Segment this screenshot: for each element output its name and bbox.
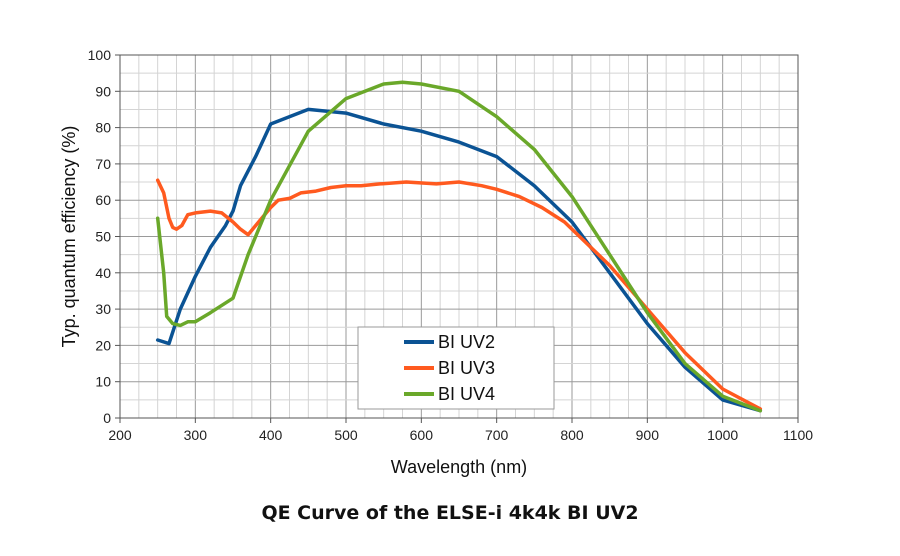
figure-caption: QE Curve of the ELSE-i 4k4k BI UV2 xyxy=(261,502,639,524)
legend-label-bi-uv3: BI UV3 xyxy=(438,358,495,378)
series-line-bi-uv4 xyxy=(155,80,763,413)
chart-ticks: 200 300 400 500 600 700 800 900 1000 1100 0 10 20 30 4… xyxy=(88,47,814,443)
legend-label-bi-uv4: BI UV4 xyxy=(438,384,495,404)
x-axis-title: Wavelength (nm) xyxy=(391,457,527,477)
x-tick-label: 1100 xyxy=(783,427,813,443)
y-tick-label: 90 xyxy=(95,83,111,99)
x-tick-label: 600 xyxy=(410,427,434,443)
legend-label-bi-uv2: BI UV2 xyxy=(438,332,495,352)
y-tick-label: 0 xyxy=(103,410,111,426)
y-tick-label: 80 xyxy=(95,120,111,136)
x-tick-label: 400 xyxy=(259,427,283,443)
legend-box xyxy=(357,326,555,410)
y-tick-label: 60 xyxy=(95,192,111,208)
y-tick-label: 20 xyxy=(95,337,111,353)
y-tick-label: 30 xyxy=(95,301,111,317)
x-tick-label: 300 xyxy=(184,427,208,443)
chart-series xyxy=(155,80,763,413)
y-tick-label: 70 xyxy=(95,156,111,172)
x-tick-label: 500 xyxy=(334,427,358,443)
y-tick-label: 10 xyxy=(95,374,111,390)
x-tick-label: 700 xyxy=(485,427,509,443)
y-tick-label: 100 xyxy=(88,47,112,63)
y-tick-label: 50 xyxy=(95,229,111,245)
y-tick-label: 40 xyxy=(95,265,111,281)
chart-legend: BI UV2 BI UV3 BI UV4 xyxy=(357,326,555,410)
series-line-bi-uv2 xyxy=(155,107,763,413)
x-tick-label: 200 xyxy=(108,427,132,443)
x-tick-label: 800 xyxy=(560,427,584,443)
y-axis-title: Typ. quantum efficiency (%) xyxy=(59,126,79,348)
series-line-bi-uv3 xyxy=(155,178,763,411)
x-tick-label: 900 xyxy=(636,427,660,443)
x-tick-label: 1000 xyxy=(707,427,738,443)
